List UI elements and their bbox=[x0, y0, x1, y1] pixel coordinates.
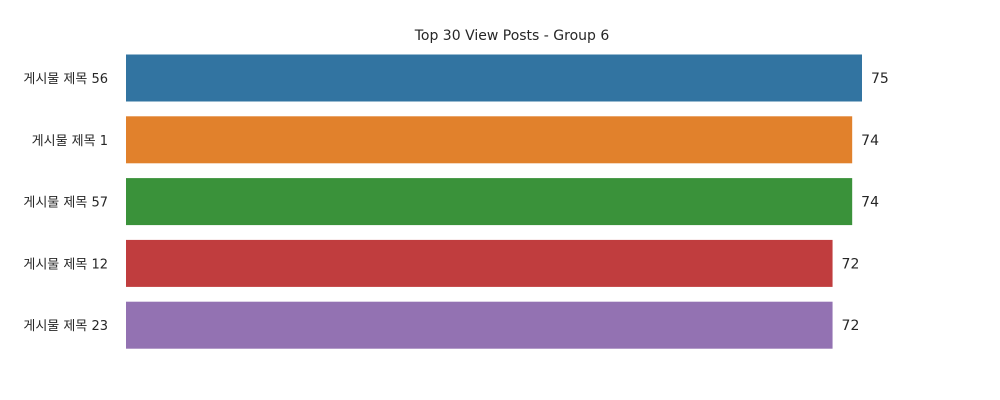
bar-4 bbox=[126, 239, 833, 287]
bar-2 bbox=[126, 116, 853, 164]
chart-title: Top 30 View Posts - Group 6 bbox=[414, 28, 610, 44]
category-label-4: 게시물 제목 12 bbox=[23, 257, 108, 272]
value-labels: 75 74 74 72 72 bbox=[842, 71, 889, 334]
bar-3 bbox=[126, 178, 853, 226]
category-label-1: 게시물 제목 56 bbox=[23, 72, 108, 87]
value-label-1: 75 bbox=[871, 71, 889, 87]
bar-1 bbox=[126, 54, 862, 102]
value-label-3: 74 bbox=[861, 195, 879, 211]
category-label-3: 게시물 제목 57 bbox=[23, 196, 108, 211]
value-label-4: 72 bbox=[842, 256, 860, 272]
category-label-5: 게시물 제목 23 bbox=[23, 319, 108, 334]
category-label-2: 게시물 제목 1 bbox=[32, 134, 108, 149]
value-label-2: 74 bbox=[861, 133, 879, 149]
bar-5 bbox=[126, 301, 833, 349]
bars-layer bbox=[126, 54, 862, 349]
value-label-5: 72 bbox=[842, 318, 860, 334]
category-labels: 게시물 제목 56 게시물 제목 1 게시물 제목 57 게시물 제목 12 게시물 제… bbox=[23, 72, 108, 334]
